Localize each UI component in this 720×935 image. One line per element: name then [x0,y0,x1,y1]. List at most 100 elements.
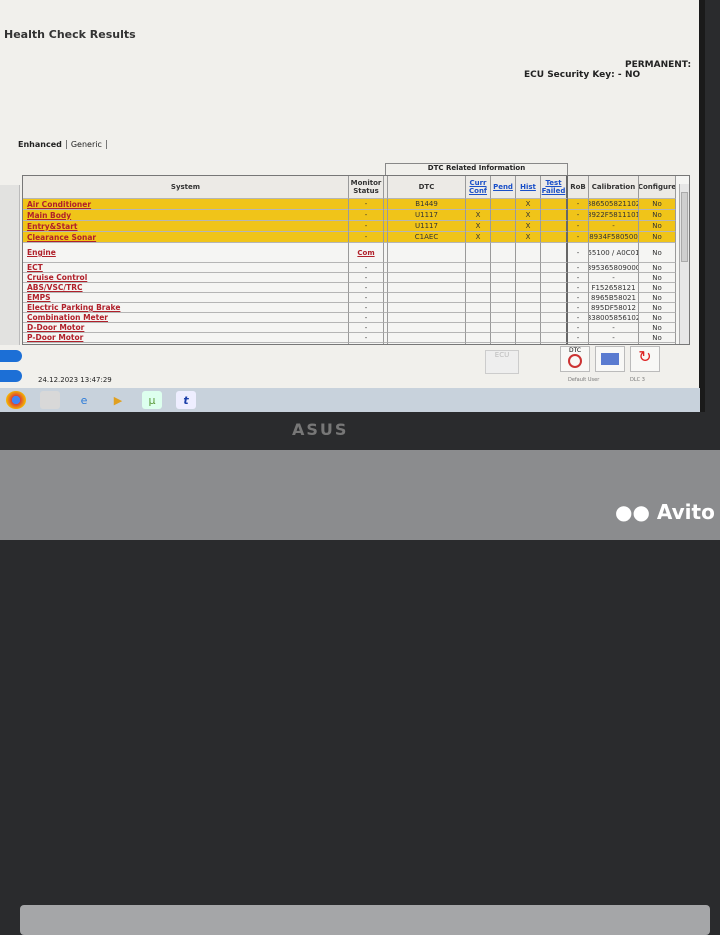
cell-spacer [384,313,388,323]
cell-curr [466,293,491,303]
cell-spacer [384,343,388,344]
table-row[interactable]: Engine Com -35855100 / A0C01000No [23,243,689,263]
cell-dtc [388,263,466,273]
cell-curr: X [466,232,491,243]
cell-spacer [384,210,388,221]
cell-curr [466,273,491,283]
cell-calibration: - [589,221,639,232]
table-header: System Monitor Status DTC Curr Conf Pend… [23,176,689,199]
cell-test [541,313,568,323]
col-calibration[interactable]: Calibration [589,176,639,199]
taskbar: e ▶ µ t [0,388,700,412]
cell-curr: X [466,221,491,232]
col-pend[interactable]: Pend [491,176,516,199]
cell-system[interactable]: Main Body [23,210,349,221]
cell-monitor: - [349,199,384,210]
cell-test [541,243,568,263]
cell-pend [491,283,516,293]
asus-logo: ASUS [292,420,349,439]
table-scrollbar[interactable] [679,184,689,344]
techstream-icon[interactable]: t [176,391,196,409]
cell-test [541,343,568,344]
monitor-link[interactable]: Com [357,248,375,257]
col-curr-conf[interactable]: Curr Conf [466,176,491,199]
scrollbar-thumb[interactable] [681,192,688,262]
cell-system[interactable]: EMPS [23,293,349,303]
cell-hist [516,273,541,283]
cell-system[interactable]: P-Door Motor [23,333,349,343]
engine-pen-icon [601,353,619,365]
col-hist[interactable]: Hist [516,176,541,199]
table-row[interactable]: Clearance Sonar - C1AEC X X -8934F580500 No [23,232,689,243]
utorrent-icon[interactable]: µ [142,391,162,409]
side-button[interactable] [0,370,22,382]
cell-monitor: - [349,333,384,343]
cell-configure: No [639,293,676,303]
table-row[interactable]: Combination Meter - -838005856102 No [23,313,689,323]
cell-system[interactable]: Entry&Start [23,221,349,232]
refresh-button[interactable]: ↻ [630,346,660,372]
cell-system[interactable]: Combination Meter [23,313,349,323]
cell-hist [516,343,541,344]
cell-system[interactable]: Electric Parking Brake [23,303,349,313]
cell-system[interactable]: Cruise Control [23,273,349,283]
col-dtc[interactable]: DTC [388,176,466,199]
table-row[interactable]: Cruise Control - - - No [23,273,689,283]
tab-generic[interactable]: Generic [71,140,107,149]
cell-spacer [384,283,388,293]
cell-monitor[interactable]: Com [349,243,384,263]
cell-calibration: 895365809000 [589,263,639,273]
table-row[interactable]: Electric Parking Brake - -895DF58012 No [23,303,689,313]
table-row[interactable]: P-Door Motor - - - No [23,333,689,343]
col-monitor[interactable]: Monitor Status [349,176,384,199]
table-row[interactable]: D-Door Motor - - - No [23,323,689,333]
cell-spacer [384,263,388,273]
cell-hist [516,313,541,323]
cell-monitor: - [349,323,384,333]
cell-rob: - [568,199,589,210]
ecu-reprogram-button[interactable] [595,346,625,372]
ecu-button[interactable]: ECU [485,350,519,374]
table-row[interactable]: EMPS - -8965B58021 No [23,293,689,303]
table-row[interactable]: Entry&Start - U1117 X X - - No [23,221,689,232]
cell-dtc: U1117 [388,221,466,232]
cell-system[interactable]: Clearance Sonar [23,232,349,243]
cell-system[interactable]: RR-Door Motor [23,343,349,344]
col-system[interactable]: System [23,176,349,199]
cell-configure: No [639,243,676,263]
dtc-group-header: DTC Related Information [385,163,568,175]
table-row[interactable]: Air Conditioner - B1449 X -886505821102 No [23,199,689,210]
cell-system[interactable]: Air Conditioner [23,199,349,210]
table-row[interactable]: ABS/VSC/TRC - - F152658121 No [23,283,689,293]
cell-configure: No [639,343,676,344]
cell-test [541,333,568,343]
col-test-failed[interactable]: Test Failed [541,176,568,199]
cell-system[interactable]: ABS/VSC/TRC [23,283,349,293]
media-player-icon[interactable]: ▶ [113,393,123,407]
cell-dtc: U1117 [388,210,466,221]
cell-spacer [384,232,388,243]
table-row[interactable]: RR-Door Motor---No [23,343,689,344]
internet-explorer-icon[interactable]: e [80,393,88,407]
cell-calibration: 8965B58021 [589,293,639,303]
col-rob[interactable]: RoB [568,176,589,199]
side-button[interactable] [0,350,22,362]
cell-curr [466,313,491,323]
table-row[interactable]: ECT - -895365809000 No [23,263,689,273]
cell-monitor: - [349,313,384,323]
cell-curr [466,323,491,333]
cell-system[interactable]: ECT [23,263,349,273]
file-explorer-icon[interactable] [40,391,60,409]
cell-monitor: - [349,221,384,232]
table-row[interactable]: Main Body - U1117 X X -8922F5811101 No [23,210,689,221]
col-configure[interactable]: Configure [639,176,676,199]
cell-monitor: - [349,293,384,303]
tab-enhanced[interactable]: Enhanced [18,140,67,149]
chrome-icon[interactable] [6,391,26,409]
cell-system[interactable]: D-Door Motor [23,323,349,333]
cell-system[interactable]: Engine [23,243,349,263]
cell-dtc [388,333,466,343]
dtc-clear-button[interactable]: DTC [560,346,590,372]
cell-curr [466,343,491,344]
cell-spacer [384,199,388,210]
